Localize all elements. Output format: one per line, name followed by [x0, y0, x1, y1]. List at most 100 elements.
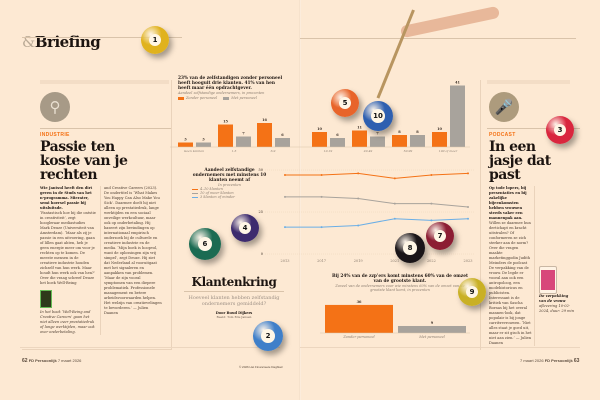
divider [300, 38, 576, 39]
bar-label: 3 [202, 138, 205, 142]
bar-label: 16 [262, 118, 267, 122]
bar-label: 8 [416, 130, 419, 134]
bar [330, 138, 345, 147]
ball-number: 3 [553, 123, 567, 137]
data-point [320, 226, 323, 229]
series-line [285, 196, 469, 208]
divider [300, 347, 580, 348]
data-point [430, 219, 433, 222]
bar [312, 132, 327, 147]
article-title: In een jasje dat past [489, 139, 551, 183]
hand-image [399, 5, 501, 39]
bar [218, 124, 233, 147]
section-title: &Briefing [22, 33, 101, 51]
bar-label: 7 [242, 132, 245, 136]
body-text: ‘Fantastisch hoe bij die ontstie in crea… [40, 211, 96, 285]
center-title: Klantenkring [191, 275, 277, 289]
billiard-ball-3: 3 [546, 116, 574, 144]
ball-number: 4 [238, 221, 252, 235]
divider [20, 347, 280, 348]
data-point [393, 202, 396, 205]
lead: Op tode lopers, bij presentaties en bij … [489, 186, 527, 220]
x-tick-label: Zonder personeel [342, 335, 374, 339]
right-footer: 7 maart 2026 FD Persoonlijk 63 [520, 358, 580, 364]
byline: Door Ruud Dijkers [215, 311, 253, 315]
bar [178, 142, 193, 147]
data-point [430, 202, 433, 205]
bar-chart: 3 3 Geen klanten 15 7 1-5 16 6 6-9 10 6 10-19 11 7 20-… [170, 81, 470, 153]
data-point [284, 195, 286, 198]
right-article: 🎤 PODCAST In een jasje dat past Op tode … [480, 80, 580, 350]
center-subtitle: Hoeveel klanten hebben zelfstandig onder… [188, 295, 280, 307]
kicker: INDUSTRIE [40, 132, 70, 138]
bar [450, 85, 465, 147]
ball-number: 9 [465, 285, 479, 299]
x-tick-label: Met personeel [418, 335, 445, 339]
bar-label: 10 [437, 127, 442, 131]
chart-subtitle: Aandeel zelfstandige ondernemers, in pro… [178, 91, 265, 95]
x-tick-label: 2022 [427, 259, 436, 263]
ball-number: 7 [433, 229, 447, 243]
bar [352, 130, 367, 147]
x-tick-label: 6-9 [271, 149, 276, 153]
data-point [467, 217, 469, 220]
line-chart-header: Aandeel zelfstandige ondernemers met min… [192, 168, 267, 199]
chart-title: Aandeel zelfstandige ondernemers met min… [192, 168, 267, 183]
billiard-ball-10: 10 [363, 101, 393, 131]
data-point [393, 177, 396, 180]
billiard-ball-1: 1 [141, 26, 169, 54]
ball-number: 2 [261, 329, 275, 343]
data-point [357, 197, 360, 200]
phone-image [539, 266, 557, 294]
lead: Wie Jantsul heeft den dirt geven in de S… [40, 186, 93, 210]
bar-label: 7 [376, 132, 379, 136]
microphone-icon: 🎤 [489, 92, 519, 122]
left-article: ⚲ INDUSTRIE Passie ten koste van je rech… [22, 80, 172, 350]
bar [398, 325, 466, 333]
ball-number: 6 [197, 236, 213, 252]
ball-number: 8 [403, 241, 417, 255]
bar [236, 136, 251, 147]
x-tick-label: 20-49 [363, 149, 373, 153]
body-text: and Creative Careers (2023). De ondertit… [100, 186, 162, 335]
bar [410, 135, 425, 147]
x-tick-label: Geen klanten [184, 149, 204, 153]
ball-number: 1 [148, 33, 162, 47]
chart-subtitle: In procenten [218, 183, 241, 187]
billiard-ball-7: 7 [426, 222, 454, 250]
caption: In het boek ‘Well-Being and Creative Car… [40, 310, 95, 334]
billiard-ball-9: 9 [458, 278, 486, 306]
data-point [320, 195, 323, 198]
bar-chart-header: 23% van de zelfstandigen zonder personee… [178, 76, 288, 100]
data-point [467, 172, 469, 175]
billiard-ball-5: 5 [331, 89, 359, 117]
chart-title: Bij 24% van de zzp’ers komt minstens 60%… [332, 274, 468, 284]
y-tick-label: 50 [259, 168, 263, 172]
line-chart: 50 25 0 2013 2017 2019 2021 2022 2023 [259, 168, 475, 263]
x-tick-label: 100 of meer [439, 149, 458, 153]
y-tick-label: 25 [259, 210, 263, 214]
series-line [285, 218, 469, 228]
data-point [467, 205, 469, 208]
data-point [320, 174, 323, 177]
magnifier-icon: ⚲ [40, 92, 70, 122]
data-point [357, 172, 360, 175]
data-point [357, 224, 360, 227]
divider [22, 37, 182, 38]
chart-title: 23% van de zelfstandigen zonder personee… [178, 76, 283, 91]
kicker: PODCAST [489, 132, 516, 138]
x-tick-label: 2023 [464, 259, 473, 263]
body-text: Willen ze daarmee hun dertichapt en krac… [489, 221, 532, 345]
bar [370, 136, 385, 147]
x-tick-label: 2013 [281, 259, 290, 263]
y-tick-label: 0 [261, 252, 263, 256]
center-intro: Klantenkring Hoeveel klanten hebben zelf… [178, 275, 290, 319]
data-point [393, 217, 396, 220]
bar [325, 304, 393, 333]
book-cover [40, 290, 52, 308]
ball-number: 5 [338, 96, 352, 110]
credit: Beeld: Tom Ede Jansen [216, 315, 252, 319]
data-point [284, 174, 286, 177]
small-bar-chart: 36 Zonder personeel 9 Met personeel [320, 300, 470, 339]
ball-number: 10 [371, 109, 385, 123]
